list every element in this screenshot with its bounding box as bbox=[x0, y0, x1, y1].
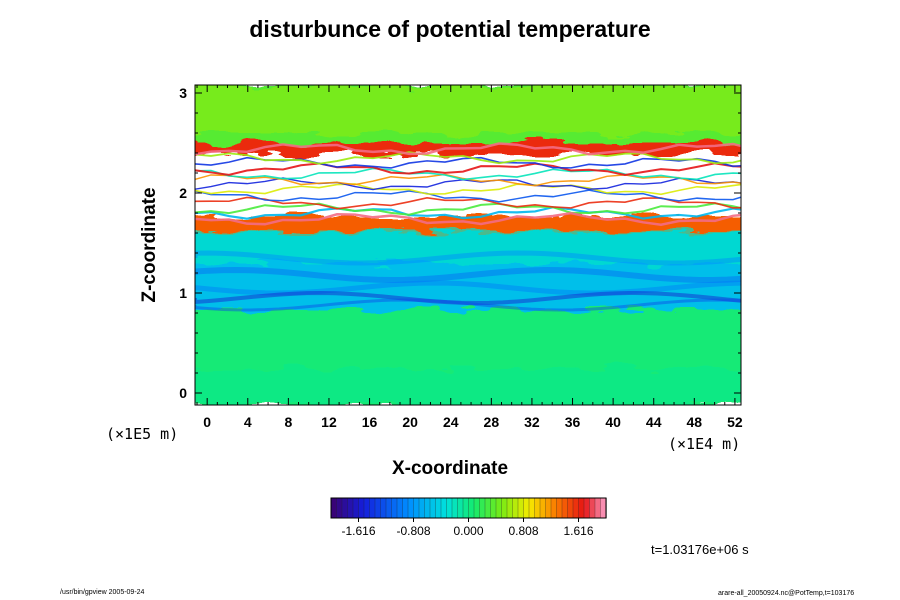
y-tick-label: 2 bbox=[179, 185, 187, 201]
field-shade bbox=[195, 85, 741, 133]
x-tick-label: 48 bbox=[687, 414, 703, 430]
x-tick-label: 32 bbox=[524, 414, 540, 430]
footer-right: arare-all_20050924.nc@PotTemp,t=103176 bbox=[718, 590, 855, 597]
x-axis-label: X-coordinate bbox=[391, 458, 509, 479]
x-tick-label: 4 bbox=[244, 414, 252, 430]
filament-5 bbox=[195, 177, 741, 191]
filament-3 bbox=[195, 189, 741, 203]
plot-frame bbox=[194, 84, 742, 406]
x-tick-label: 24 bbox=[443, 414, 459, 430]
x-tick-label: 28 bbox=[484, 414, 500, 430]
x-tick-label: 16 bbox=[362, 414, 378, 430]
chart-title: disturbunce of potential temperature bbox=[249, 16, 651, 42]
x-tick-label: 36 bbox=[565, 414, 581, 430]
x-tick-label: 52 bbox=[727, 414, 743, 430]
filament-1 bbox=[195, 202, 741, 216]
filament-9 bbox=[195, 156, 741, 169]
y-tick-label: 1 bbox=[179, 285, 187, 301]
y-axis-label: Z-coordinate bbox=[139, 187, 160, 303]
streak-1 bbox=[195, 280, 741, 296]
filament-7 bbox=[195, 167, 741, 181]
y-unit-label: (×1E5 m) bbox=[106, 425, 179, 443]
filament-2 bbox=[195, 196, 741, 210]
streak-4 bbox=[195, 298, 741, 312]
streak-3 bbox=[195, 250, 741, 266]
y-tick-label: 3 bbox=[179, 85, 187, 101]
filament-12 bbox=[195, 142, 741, 156]
filament-8 bbox=[195, 162, 741, 176]
x-tick-label: 8 bbox=[284, 414, 292, 430]
field-shade bbox=[195, 231, 741, 263]
x-tick-label: 20 bbox=[402, 414, 418, 430]
x-tick-label: 0 bbox=[203, 414, 211, 430]
streak-2 bbox=[195, 291, 741, 305]
filament-11 bbox=[195, 211, 741, 227]
filament-4 bbox=[195, 183, 741, 196]
time-annotation: t=1.03176e+06 s bbox=[651, 542, 749, 557]
x-tick-label: 40 bbox=[605, 414, 621, 430]
y-tick-label: 0 bbox=[179, 385, 187, 401]
filament-0 bbox=[195, 206, 741, 220]
x-tick-label: 12 bbox=[321, 414, 337, 430]
footer-left: /usr/bin/gpview 2005-09-24 bbox=[60, 589, 145, 596]
field-shade bbox=[195, 368, 741, 405]
x-unit-label: (×1E4 m) bbox=[668, 435, 741, 453]
x-tick-label: 44 bbox=[646, 414, 662, 430]
streak-0 bbox=[195, 267, 741, 283]
field-layer bbox=[195, 85, 741, 405]
filament-10 bbox=[195, 151, 741, 165]
